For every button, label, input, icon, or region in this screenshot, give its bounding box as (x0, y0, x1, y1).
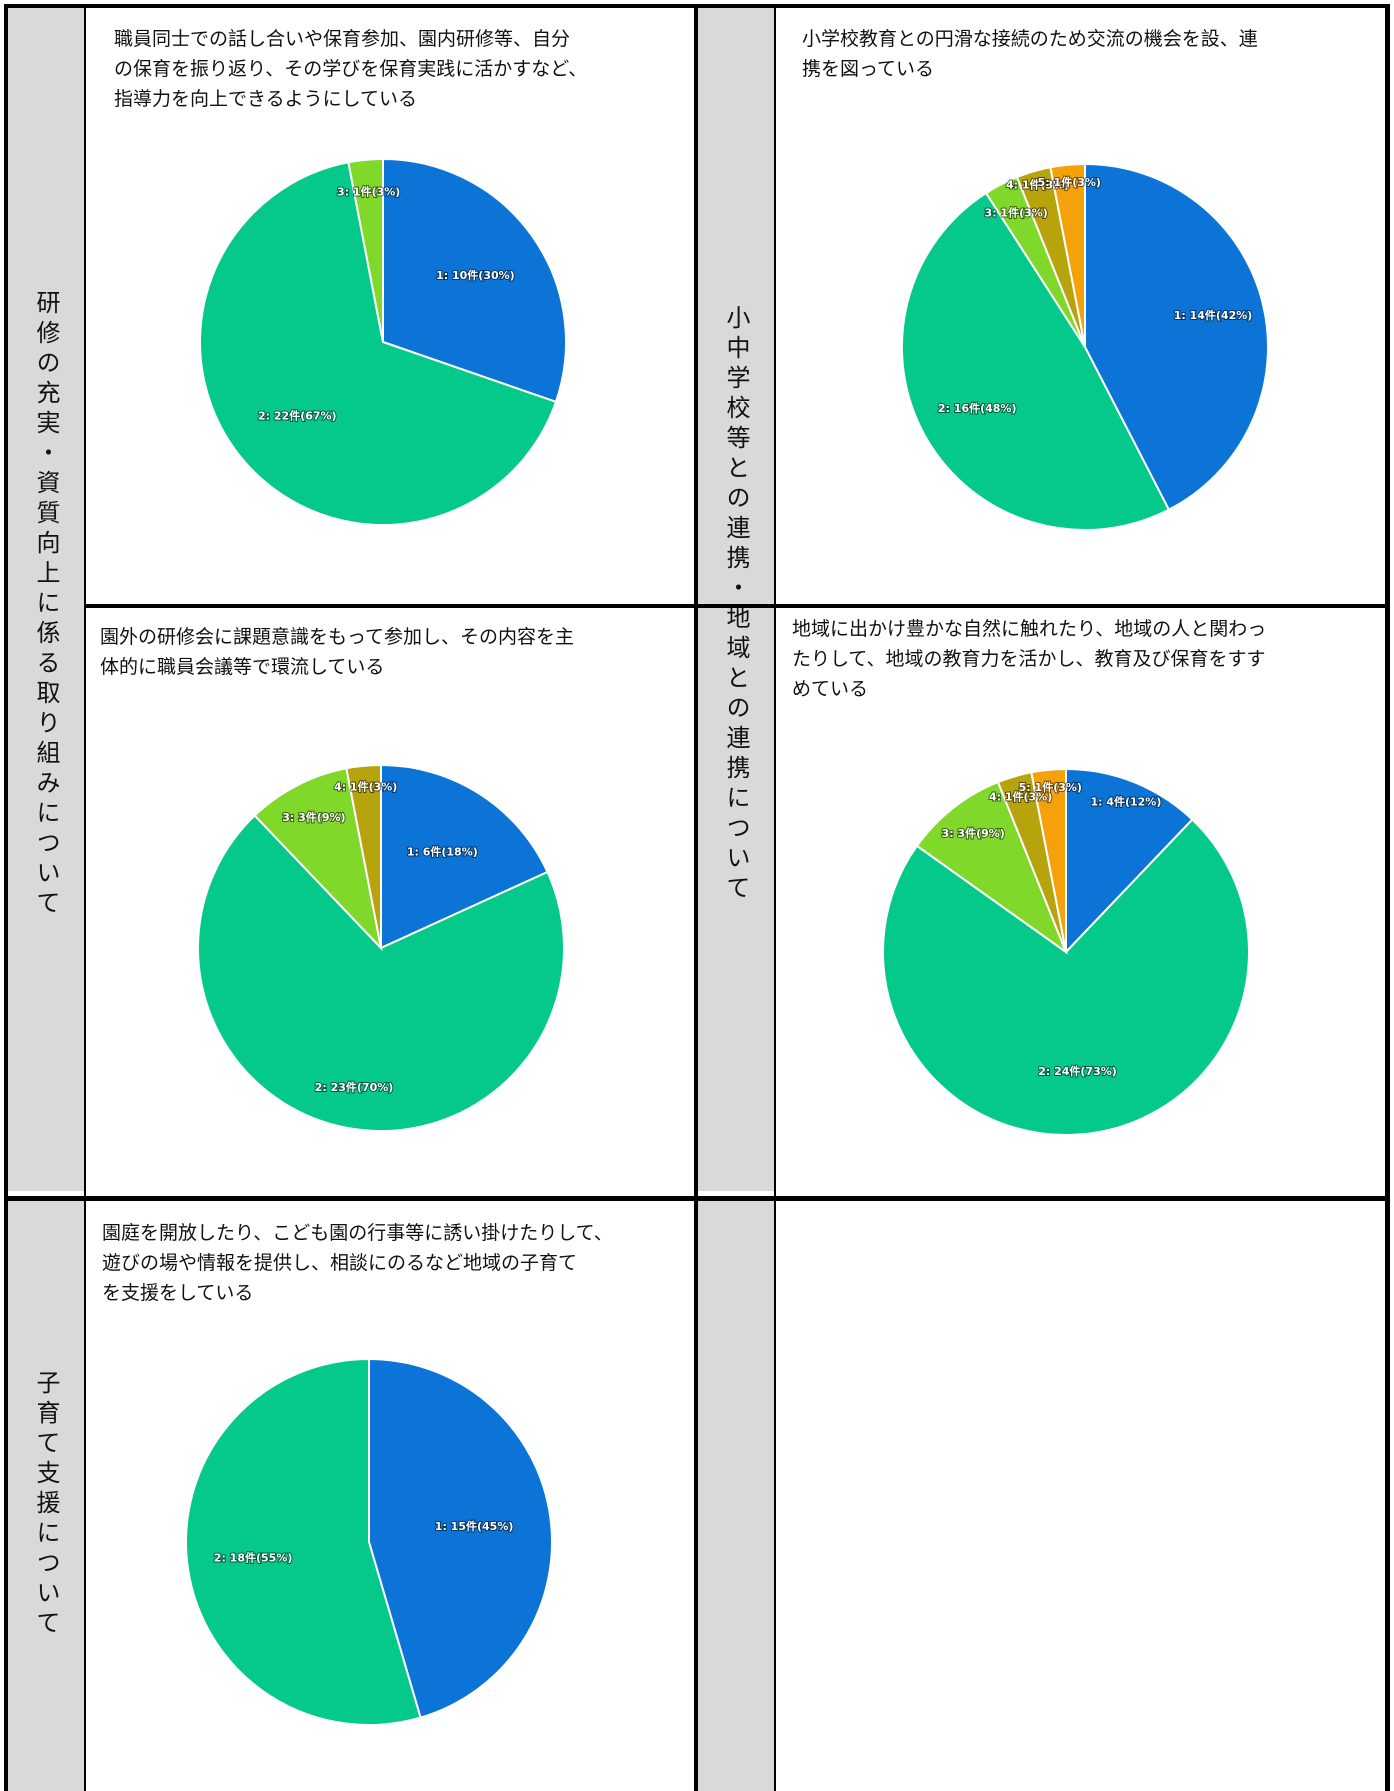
pie-slice-3 (347, 157, 384, 343)
pie-slice-2 (882, 818, 1250, 1137)
divider-row-bottom (4, 1196, 1390, 1201)
pie-slice-5 (1049, 162, 1086, 348)
pie-slice-5 (1030, 767, 1067, 953)
question-line: 園庭を開放したり、こども園の行事等に誘い掛けたりして、 (102, 1222, 613, 1244)
question-line: 地域に出かけ豊かな自然に触れたり、地域の人と関わっ (792, 618, 1267, 640)
pie-slice-label-2: 2: 22件(67%) (258, 408, 337, 422)
question-childcare-support: 園庭を開放したり、こども園の行事等に誘い掛けたりして、 遊びの場や情報を提供し、… (102, 1218, 687, 1308)
section-band-childcare (8, 1201, 84, 1791)
question-line: 携を図っている (802, 58, 935, 80)
question-line: を支援をしている (102, 1282, 254, 1304)
pie-slice-1 (1084, 162, 1270, 512)
pie-slice-3 (253, 767, 383, 952)
question-line: 遊びの場や情報を提供し、相談にのるなど地域の子育て (102, 1252, 578, 1274)
pie-slice-4 (345, 763, 382, 949)
pie-slice-2 (199, 161, 558, 526)
section-band-empty (698, 1201, 774, 1791)
divider-left-band (84, 4, 86, 1791)
pie-slice-2 (185, 1357, 422, 1726)
pie-slice-1 (368, 1357, 554, 1719)
question-line: 職員同士での話し合いや保育参加、園内研修等、自分 (114, 28, 571, 50)
empty-cell (776, 1201, 1385, 1791)
pie-slice-label-2: 2: 18件(55%) (214, 1551, 293, 1565)
section-band-training (8, 8, 84, 1191)
pie-slice-label-5: 5: 1件(3%) (1019, 780, 1082, 794)
question-external-training: 園外の研修会に課題意識をもって参加し、その内容を主 体的に職員会議等で環流してい… (100, 622, 685, 682)
pie-slice-label-4: 4: 1件(3%) (1006, 178, 1069, 192)
divider-center (694, 4, 698, 1791)
pie-slice-label-1: 1: 10件(30%) (436, 268, 515, 282)
question-line: 小学校教育との円滑な接続のため交流の機会を設、連 (802, 28, 1258, 50)
divider-row-mid (84, 604, 1386, 608)
pie-slice-label-1: 1: 6件(18%) (407, 845, 478, 859)
pie-slice-label-1: 1: 15件(45%) (435, 1519, 514, 1533)
pie-slice-label-4: 4: 1件(3%) (334, 780, 397, 794)
question-line: の保育を振り返り、その学びを保育実践に活かすなど、 (114, 58, 588, 80)
question-line: たりして、地域の教育力を活かし、教育及び保育をすす (792, 648, 1266, 670)
pie-slice-label-1: 1: 14件(42%) (1174, 308, 1253, 322)
border-right (1385, 4, 1390, 1791)
question-staff-training: 職員同士での話し合いや保育参加、園内研修等、自分 の保育を振り返り、その学びを保… (114, 24, 684, 114)
pie-slice-label-2: 2: 16件(48%) (938, 401, 1017, 415)
pie-slice-1 (382, 157, 567, 404)
question-community-education: 地域に出かけ豊かな自然に触れたり、地域の人と関わっ たりして、地域の教育力を活か… (792, 614, 1377, 704)
question-line: 園外の研修会に課題意識をもって参加し、その内容を主 (100, 626, 575, 648)
pie-slice-label-2: 2: 24件(73%) (1038, 1064, 1117, 1078)
pie-slice-label-4: 4: 1件(3%) (989, 790, 1052, 804)
border-left (4, 4, 8, 1791)
pie-slice-1 (1065, 767, 1194, 955)
pie-slice-label-3: 3: 3件(9%) (282, 810, 345, 824)
section-label-childcare: 子育て支援について (32, 1370, 60, 1640)
pie-slice-label-5: 5: 1件(3%) (1038, 175, 1101, 189)
divider-right-band (774, 4, 776, 1791)
question-elementary-exchange: 小学校教育との円滑な接続のため交流の機会を設、連 携を図っている (802, 24, 1372, 84)
pie-slice-2 (197, 814, 565, 1133)
pie-slice-3 (915, 780, 1069, 955)
question-line: めている (792, 678, 869, 700)
pie-slice-label-1: 1: 4件(12%) (1090, 795, 1161, 809)
pie-slice-2 (900, 191, 1171, 532)
pie-slice-label-3: 3: 1件(3%) (985, 206, 1048, 220)
section-label-training: 研修の充実・資質向上に係る取り組みについて (32, 290, 60, 920)
pie-slice-1 (380, 763, 549, 950)
pie-slice-label-2: 2: 23件(70%) (315, 1080, 394, 1094)
question-line: 体的に職員会議等で環流している (100, 656, 385, 678)
question-line: 指導力を向上できるようにしている (114, 88, 418, 110)
section-band-school-community (698, 8, 774, 1191)
pie-slice-label-3: 3: 3件(9%) (942, 826, 1005, 840)
pie-slice-label-3: 3: 1件(3%) (337, 185, 400, 199)
